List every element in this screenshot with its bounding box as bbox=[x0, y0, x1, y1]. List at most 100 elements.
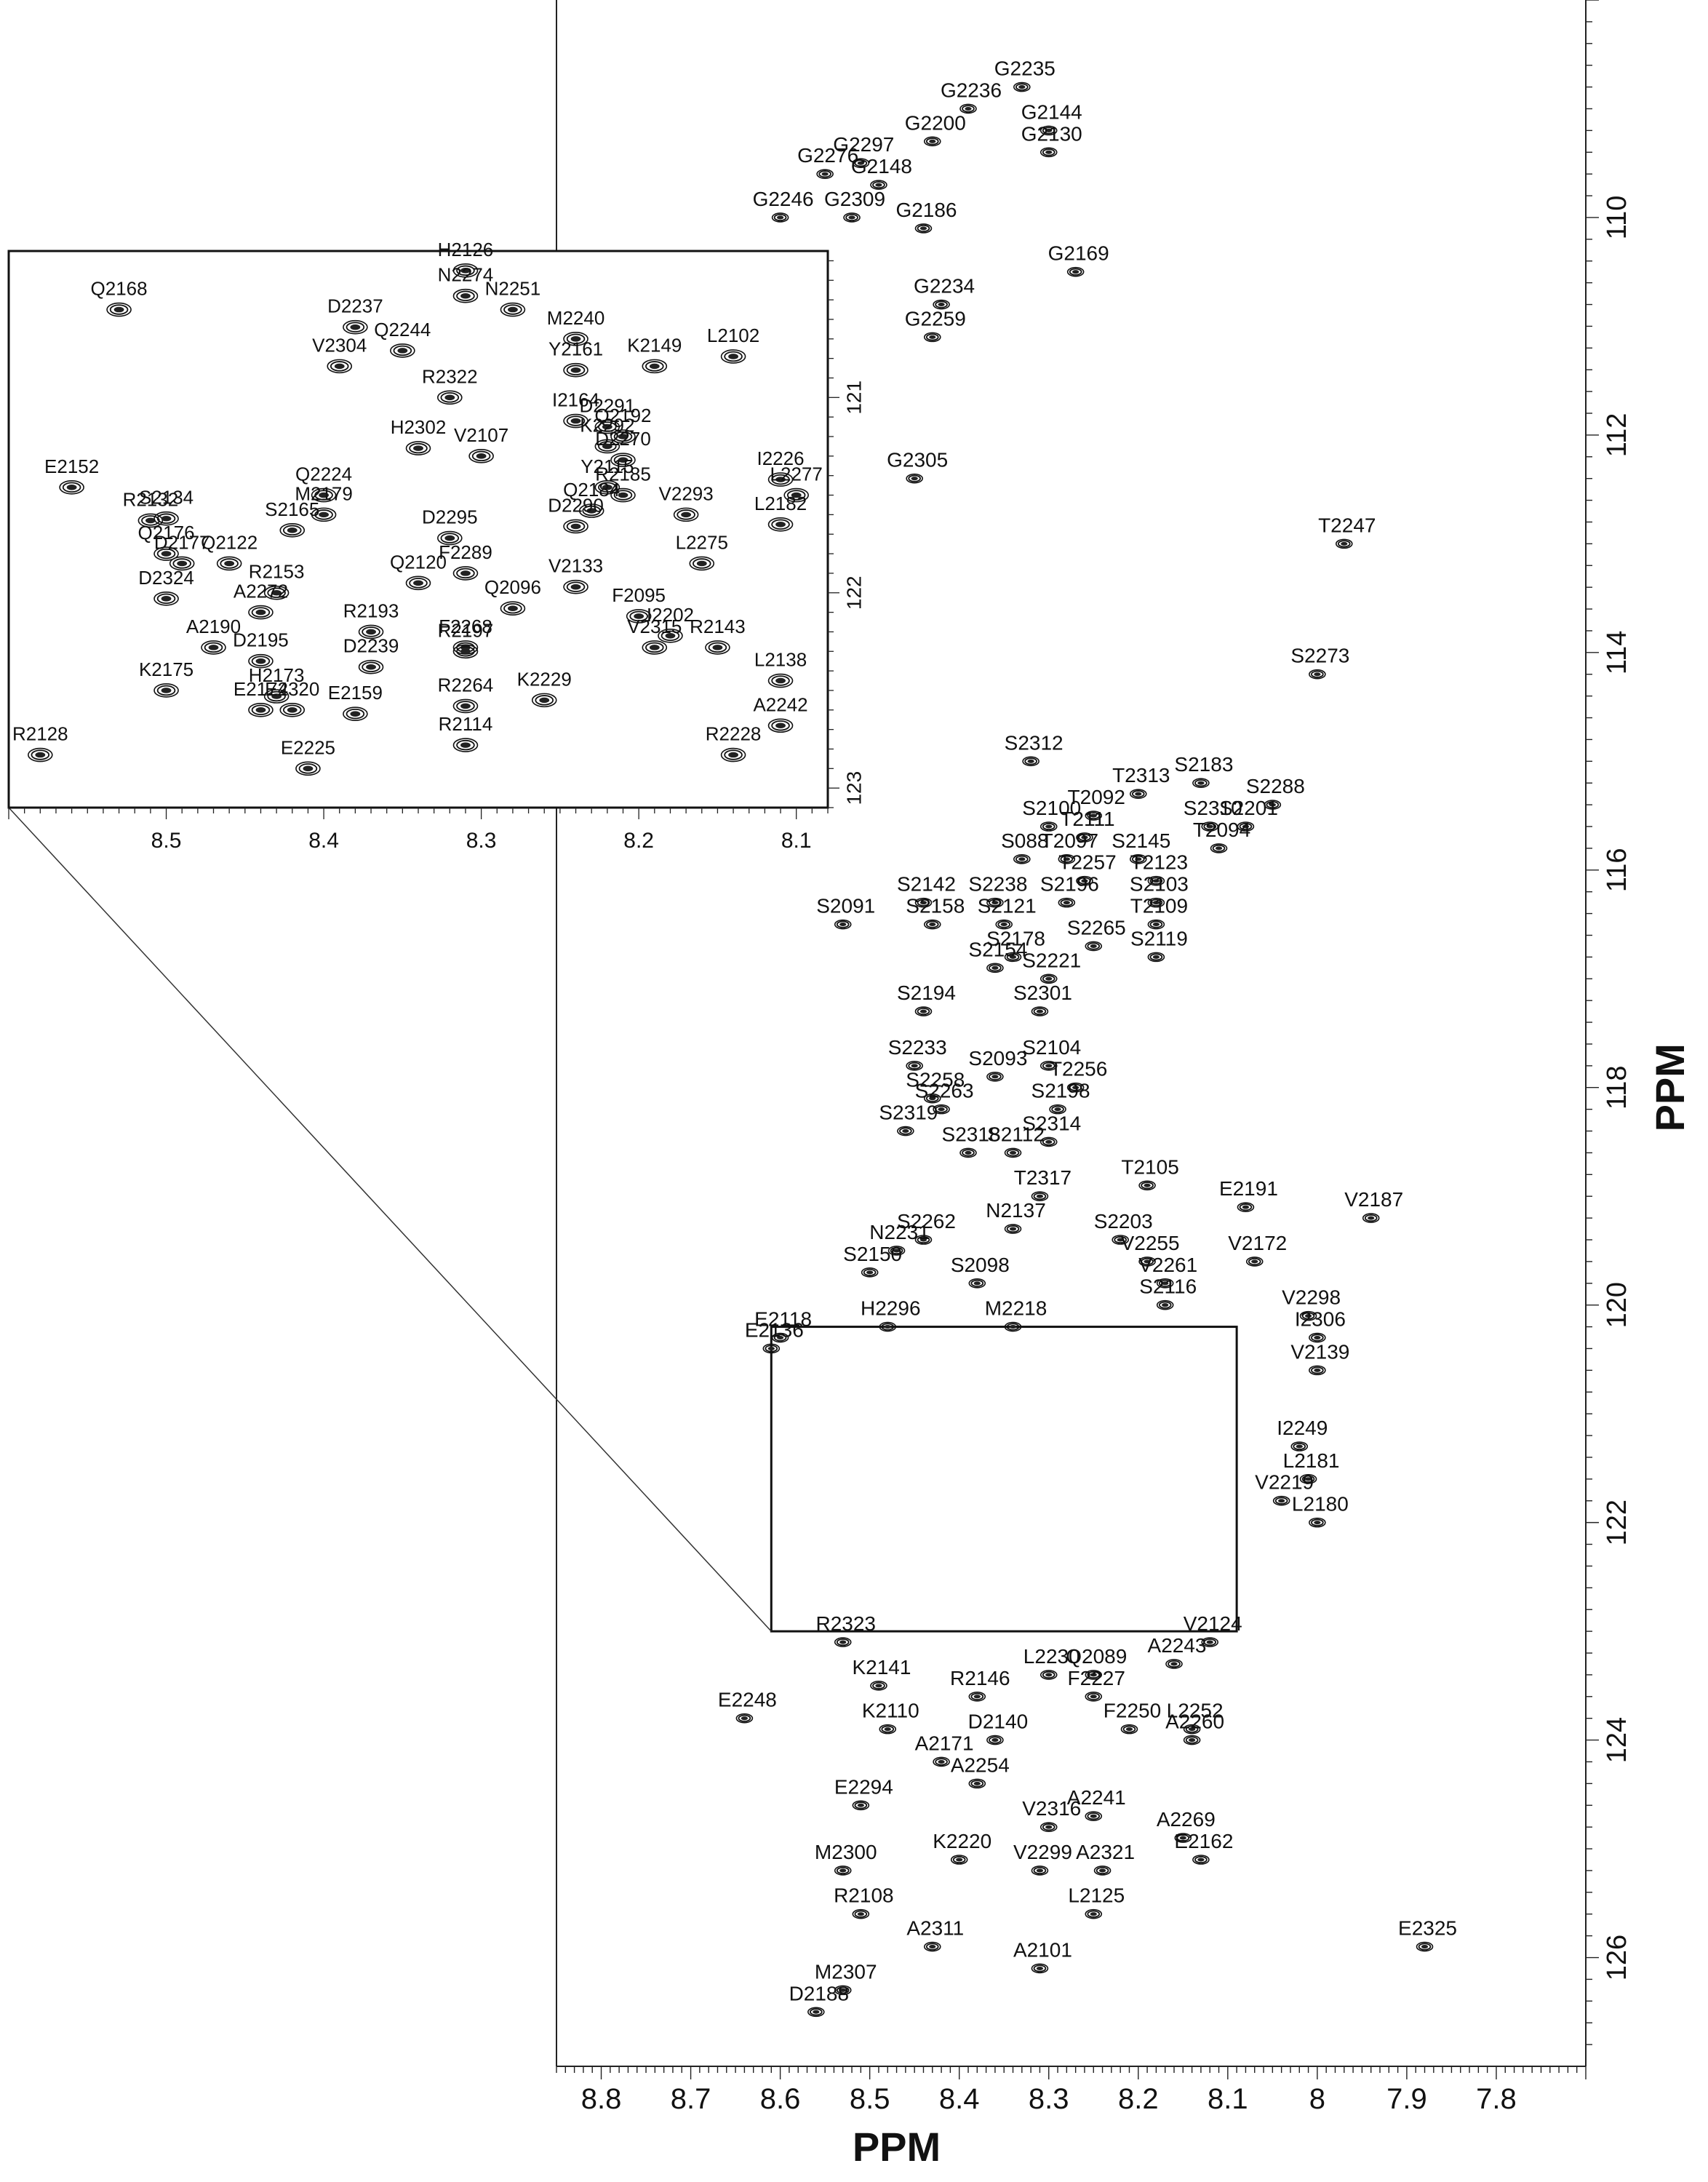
peak-v2299 bbox=[1031, 1866, 1049, 1876]
inset-peak-k2292 bbox=[594, 439, 620, 454]
inset-peak-r2322 bbox=[437, 390, 463, 405]
inset-peak-label-r2143: R2143 bbox=[690, 616, 746, 637]
peak-label-l2230: L2230 bbox=[1023, 1645, 1080, 1668]
inset-peak-s2134 bbox=[153, 511, 179, 526]
peak-t2257 bbox=[1076, 875, 1093, 886]
peak-label-k2141: K2141 bbox=[852, 1656, 911, 1679]
peak-s2150 bbox=[861, 1267, 879, 1278]
peak-n2231 bbox=[887, 1246, 906, 1256]
inset-peak-d2270 bbox=[610, 453, 636, 468]
inset-peak-label-a2242: A2242 bbox=[753, 693, 807, 715]
peak-q2089 bbox=[1085, 1670, 1103, 1680]
inset-peak-e2225 bbox=[295, 761, 321, 776]
connector-line bbox=[8, 807, 772, 1632]
y-tick-label: 124 bbox=[1602, 1717, 1632, 1763]
peak-label-r2108: R2108 bbox=[834, 1884, 894, 1907]
peak-s2154 bbox=[986, 963, 1004, 973]
peak-g2246 bbox=[771, 212, 789, 223]
peak-label-g2169: G2169 bbox=[1048, 242, 1109, 265]
peak-label-k2110: K2110 bbox=[862, 1700, 919, 1722]
y-axis-title: PPM bbox=[1647, 1043, 1693, 1131]
peak-f2250 bbox=[1120, 1724, 1138, 1735]
inset-x-tick-label: 8.2 bbox=[623, 829, 654, 853]
peak-label-s2145: S2145 bbox=[1112, 829, 1170, 852]
peak-label-s2154: S2154 bbox=[968, 938, 1027, 960]
peak-s2104 bbox=[1039, 1061, 1058, 1071]
peak-k2110 bbox=[879, 1724, 897, 1735]
peak-label-h2296: H2296 bbox=[861, 1297, 921, 1320]
peak-label-s2310: S2310 bbox=[1184, 797, 1242, 819]
inset-peak-l2102 bbox=[720, 349, 746, 364]
peak-label-s2116: S2116 bbox=[1139, 1275, 1197, 1298]
peak-s2091 bbox=[834, 919, 852, 930]
peak-label-s2091: S2091 bbox=[816, 895, 875, 917]
peak-s2194 bbox=[914, 1006, 933, 1016]
inset-peak-h2126 bbox=[452, 263, 479, 278]
inset-peak-r2193 bbox=[358, 624, 384, 640]
peak-t2094 bbox=[1210, 843, 1228, 853]
peak-label-l2180: L2180 bbox=[1292, 1493, 1349, 1516]
inset-peak-k2175 bbox=[153, 683, 179, 698]
peak-label-s2194: S2194 bbox=[897, 981, 956, 1004]
inset-peak-label-d2239: D2239 bbox=[343, 635, 399, 657]
peak-a2321 bbox=[1093, 1866, 1112, 1876]
inset-peak-m2179 bbox=[311, 507, 337, 522]
peak-s2203 bbox=[1112, 1235, 1129, 1245]
peak-label-s2301: S2301 bbox=[1013, 981, 1072, 1004]
peak-label-a2171: A2171 bbox=[915, 1732, 974, 1754]
inset-peak-a2190 bbox=[201, 640, 226, 655]
peak-e2248 bbox=[735, 1713, 754, 1724]
peak-label-t2094: T2094 bbox=[1193, 819, 1250, 841]
peak-label-e2248: E2248 bbox=[718, 1689, 777, 1711]
inset-peak-label-e2320: E2320 bbox=[265, 678, 319, 700]
peak-r2323 bbox=[834, 1637, 852, 1647]
inset-connectors bbox=[8, 807, 772, 1632]
peak-label-s2093: S2093 bbox=[968, 1047, 1027, 1070]
peak-label-s2158: S2158 bbox=[906, 895, 965, 917]
peak-d2140 bbox=[986, 1735, 1004, 1745]
peak-label-s2288: S2288 bbox=[1246, 775, 1305, 797]
x-tick-label: 8.4 bbox=[939, 2083, 980, 2115]
peak-s2312 bbox=[1022, 756, 1039, 767]
peak-s2196 bbox=[1058, 897, 1076, 908]
inset-peak-label-i2164: I2164 bbox=[552, 389, 599, 411]
inset-peak-label-h2173: H2173 bbox=[249, 664, 305, 686]
peak-s2093 bbox=[986, 1071, 1004, 1082]
inset-peak-q2244 bbox=[390, 343, 415, 358]
inset-peak-d2237 bbox=[343, 319, 368, 335]
peak-label-g2259: G2259 bbox=[905, 307, 966, 330]
peak-g2144 bbox=[1039, 125, 1058, 136]
inset-peak-label-l2182: L2182 bbox=[754, 493, 807, 514]
inset-peak-e2159 bbox=[343, 706, 368, 721]
peak-f2227 bbox=[1085, 1691, 1103, 1702]
inset-peak-label-i2202: I2202 bbox=[647, 604, 694, 626]
peak-t2247 bbox=[1335, 538, 1353, 549]
inset-peak-label-m2179: M2179 bbox=[295, 482, 353, 504]
inset-peak-r2128 bbox=[28, 747, 53, 762]
inset-peak-q2122 bbox=[216, 556, 242, 571]
inset-peak-label-k2175: K2175 bbox=[139, 658, 193, 680]
inset-peak-q2192 bbox=[610, 429, 636, 444]
peak-r2108 bbox=[852, 1908, 870, 1919]
inset-peak-q2176 bbox=[153, 546, 179, 561]
peak-label-m2307: M2307 bbox=[815, 1960, 877, 1983]
peak-label-s2273: S2273 bbox=[1290, 645, 1349, 667]
inset-peak-label-e2225: E2225 bbox=[281, 736, 335, 758]
x-tick-label: 8.6 bbox=[760, 2083, 801, 2115]
peak-label-g2276: G2276 bbox=[797, 144, 858, 167]
inset-peak-label-s2134: S2134 bbox=[139, 487, 193, 509]
peak-label-v2261: V2261 bbox=[1138, 1254, 1197, 1276]
inset-peak-m2240 bbox=[563, 331, 588, 346]
peak-e2191 bbox=[1237, 1202, 1255, 1212]
inset-peak-label-k2292: K2292 bbox=[580, 414, 634, 436]
inset-peak-label-q2176: Q2176 bbox=[137, 522, 194, 543]
peak-label-s2221: S2221 bbox=[1022, 949, 1081, 971]
peak-a2101 bbox=[1031, 1963, 1049, 1974]
peak-s2098 bbox=[968, 1278, 986, 1289]
inset-peak-d2195 bbox=[248, 653, 274, 669]
peak-s2288 bbox=[1264, 800, 1282, 810]
inset-peak-label-q2122: Q2122 bbox=[201, 531, 258, 553]
peak-a2269 bbox=[1174, 1833, 1192, 1843]
peak-label-q2089: Q2089 bbox=[1066, 1645, 1127, 1668]
inset-peak-label-q2096: Q2096 bbox=[484, 576, 541, 598]
